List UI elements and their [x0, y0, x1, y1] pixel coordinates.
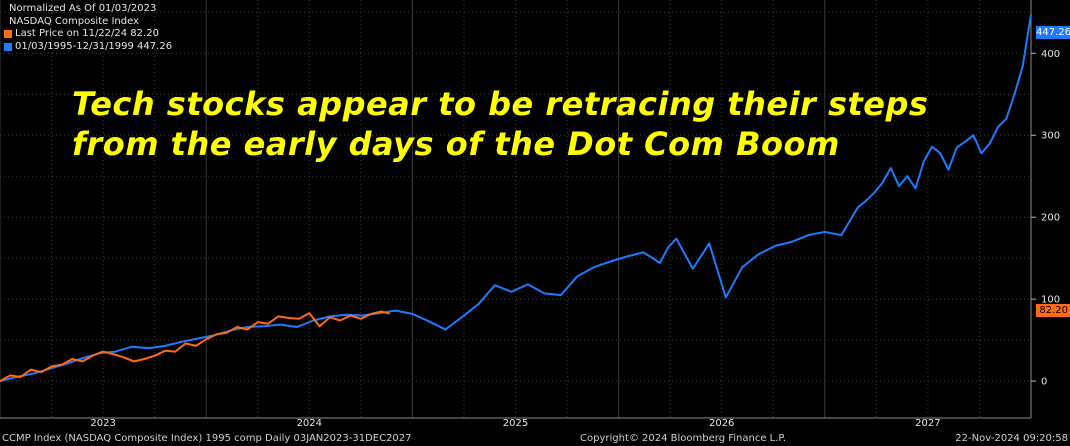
legend-subtitle: NASDAQ Composite Index: [9, 15, 139, 27]
x-tick-label: 2026: [709, 418, 734, 429]
y-tick-label: 400: [1041, 49, 1060, 60]
y-tick-label: 200: [1041, 213, 1060, 224]
series-1995-swatch: [4, 42, 12, 51]
y-tick-label: 300: [1041, 131, 1060, 142]
series-line-1995: [0, 14, 1032, 383]
footer-copyright: Copyright© 2024 Bloomberg Finance L.P.: [580, 433, 787, 444]
headline-line-2: from the early days of the Dot Com Boom: [72, 125, 840, 163]
series-line-current: [0, 310, 390, 382]
series-current-swatch: [4, 30, 12, 39]
headline-line-1: Tech stocks appear to be retracing their…: [72, 85, 929, 123]
legend-item-current: Last Price on 11/22/24 82.20: [4, 28, 172, 41]
grid: [0, 0, 1032, 419]
footer-timestamp: 22-Nov-2024 09:20:58: [955, 433, 1068, 444]
y-tick-label: 0: [1041, 377, 1047, 388]
footer-source: CCMP Index (NASDAQ Composite Index) 1995…: [2, 433, 412, 444]
x-tick-label: 2027: [915, 418, 940, 429]
last-value-tag-current: 82.20: [1036, 304, 1070, 317]
x-tick-label: 2024: [297, 418, 322, 429]
legend-item-1995-label: 01/03/1995-12/31/1999 447.26: [15, 40, 173, 52]
y-tick-label: 100: [1041, 295, 1060, 306]
last-value-tag-1995: 447.26: [1036, 26, 1070, 39]
series-layer: [0, 14, 1032, 383]
x-tick-label: 2023: [90, 418, 115, 429]
legend-title: Normalized As Of 01/03/2023: [9, 3, 157, 14]
tick-labels: 0 100 200 300 400 2023 2024 2025 2026 2027: [90, 49, 1060, 429]
legend: Normalized As Of 01/03/2023 NASDAQ Compo…: [4, 3, 172, 53]
headline: Tech stocks appear to be retracing their…: [72, 84, 928, 164]
x-tick-label: 2025: [503, 418, 528, 429]
legend-item-current-label: Last Price on 11/22/24 82.20: [15, 28, 159, 39]
legend-item-1995: 01/03/1995-12/31/1999 447.26: [4, 41, 172, 54]
